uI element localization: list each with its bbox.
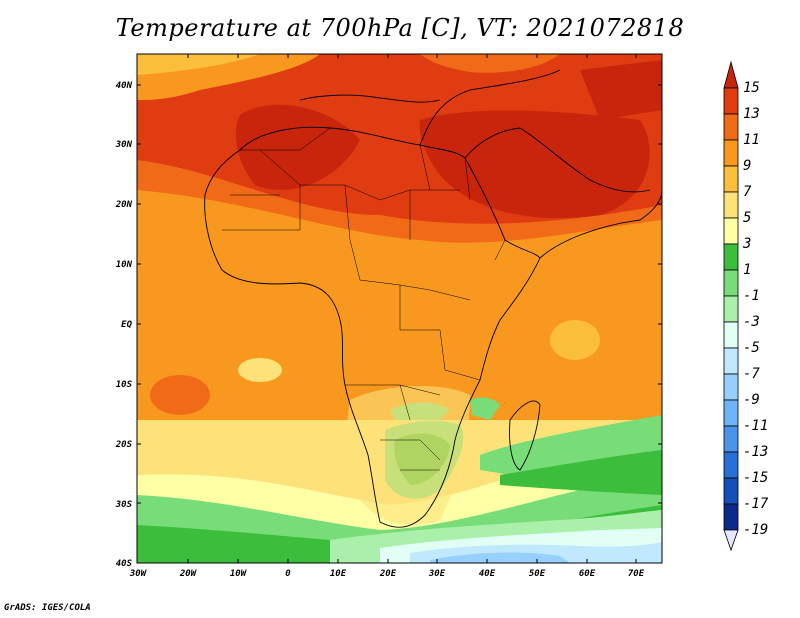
colorbar-top-triangle [723,60,739,89]
colorbar-segment [723,243,739,271]
lat-label: 10S [116,380,133,390]
colorbar-label: -13 [743,444,768,460]
colorbar [723,60,739,552]
colorbar-label: 9 [743,158,751,174]
lat-label: 20N [115,200,133,210]
lon-label: 30W [129,569,148,579]
latitude-axis: 40N 30N 20N 10N EQ 10S 20S 30S 40S [115,81,133,569]
colorbar-label: -15 [743,470,768,486]
colorbar-label: -7 [743,366,760,382]
lat-label: 30S [115,500,133,510]
colorbar-label: 11 [743,132,760,148]
colorbar-segment [723,451,739,479]
colorbar-segment [723,425,739,453]
colorbar-label: 7 [743,184,752,200]
longitude-ticks [187,54,637,563]
coastlines [204,69,662,528]
colorbar-segment [723,347,739,375]
colorbar-segment [723,191,739,219]
lat-label: 20S [115,440,133,450]
lon-label: 0 [285,569,291,579]
lat-label: 10N [116,260,133,270]
lon-label: 40E [479,569,496,579]
colorbar-label: 3 [742,236,751,252]
colorbar-segment [723,477,739,505]
colorbar-segment [723,321,739,349]
lon-label: 50E [529,569,546,579]
temperature-field [137,54,662,563]
colorbar-label: -5 [743,340,760,356]
latitude-ticks [137,84,662,504]
colorbar-label: -11 [743,418,768,434]
colorbar-label: 1 [743,262,751,278]
lat-label: 40N [116,81,133,91]
lon-label: 70E [628,569,645,579]
colorbar-label: -9 [743,392,760,408]
colorbar-segment [723,503,739,531]
map-frame [136,53,663,564]
lon-label: 10W [230,569,248,579]
lon-label: 10E [330,569,347,579]
colorbar-label: -1 [743,288,760,304]
colorbar-segment [723,373,739,401]
colorbar-segment [723,399,739,427]
lon-label: 20W [179,569,198,579]
lat-label: EQ [121,320,132,330]
colorbar-bottom-triangle [723,529,739,552]
map-title: Temperature at 700hPa [C], VT: 202107281… [115,14,685,42]
colorbar-label: -19 [743,522,768,538]
colorbar-label: 15 [743,80,760,96]
colorbar-segment [723,217,739,245]
lon-label: 20E [379,569,397,579]
colorbar-labels: 15 13 11 9 7 5 3 1 -1 -3 -5 -7 -9 -11 -1… [742,80,769,538]
colorbar-segment [723,139,739,167]
lat-label: 30N [115,140,133,150]
country-borders [222,127,506,471]
longitude-axis: 30W 20W 10W 0 10E 20E 30E 40E 50E 60E 70… [129,569,645,579]
lon-label: 60E [579,569,596,579]
colorbar-segment [723,269,739,297]
colorbar-segment [723,113,739,141]
colorbar-label: -3 [743,314,760,330]
colorbar-segment [723,87,739,115]
colorbar-label: 5 [743,210,751,226]
lon-label: 30E [428,569,446,579]
credit-text: GrADS: IGES/COLA [4,603,91,613]
colorbar-segment [723,165,739,193]
colorbar-segment [723,295,739,323]
colorbar-label: -17 [743,496,769,512]
lat-label: 40S [116,559,133,569]
colorbar-label: 13 [743,106,760,122]
